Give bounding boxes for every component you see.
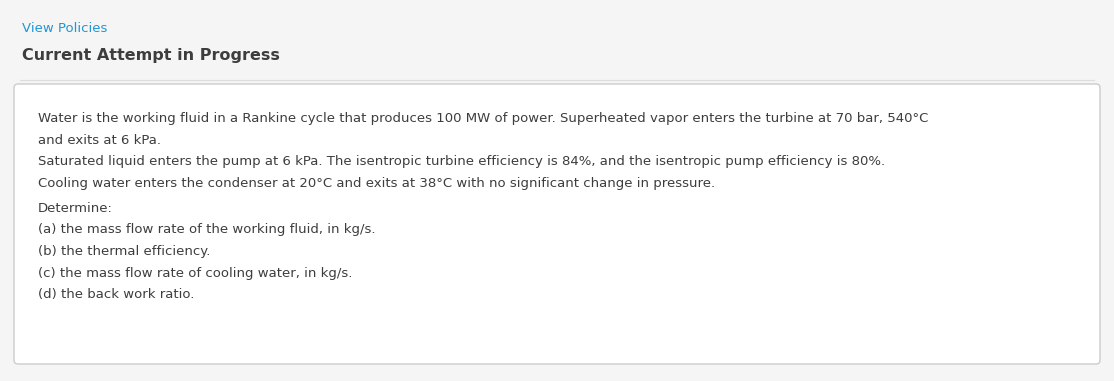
Text: Saturated liquid enters the pump at 6 kPa. The isentropic turbine efficiency is : Saturated liquid enters the pump at 6 kP… [38,155,886,168]
Text: Current Attempt in Progress: Current Attempt in Progress [22,48,280,63]
Text: (b) the thermal efficiency.: (b) the thermal efficiency. [38,245,211,258]
Text: (d) the back work ratio.: (d) the back work ratio. [38,288,194,301]
Text: (c) the mass flow rate of cooling water, in kg/s.: (c) the mass flow rate of cooling water,… [38,266,352,280]
Text: and exits at 6 kPa.: and exits at 6 kPa. [38,133,162,147]
Text: Water is the working fluid in a Rankine cycle that produces 100 MW of power. Sup: Water is the working fluid in a Rankine … [38,112,928,125]
Text: (a) the mass flow rate of the working fluid, in kg/s.: (a) the mass flow rate of the working fl… [38,224,375,237]
Text: View Policies: View Policies [22,22,107,35]
Text: Cooling water enters the condenser at 20°C and exits at 38°C with no significant: Cooling water enters the condenser at 20… [38,176,715,189]
Text: Determine:: Determine: [38,202,113,215]
FancyBboxPatch shape [14,84,1100,364]
